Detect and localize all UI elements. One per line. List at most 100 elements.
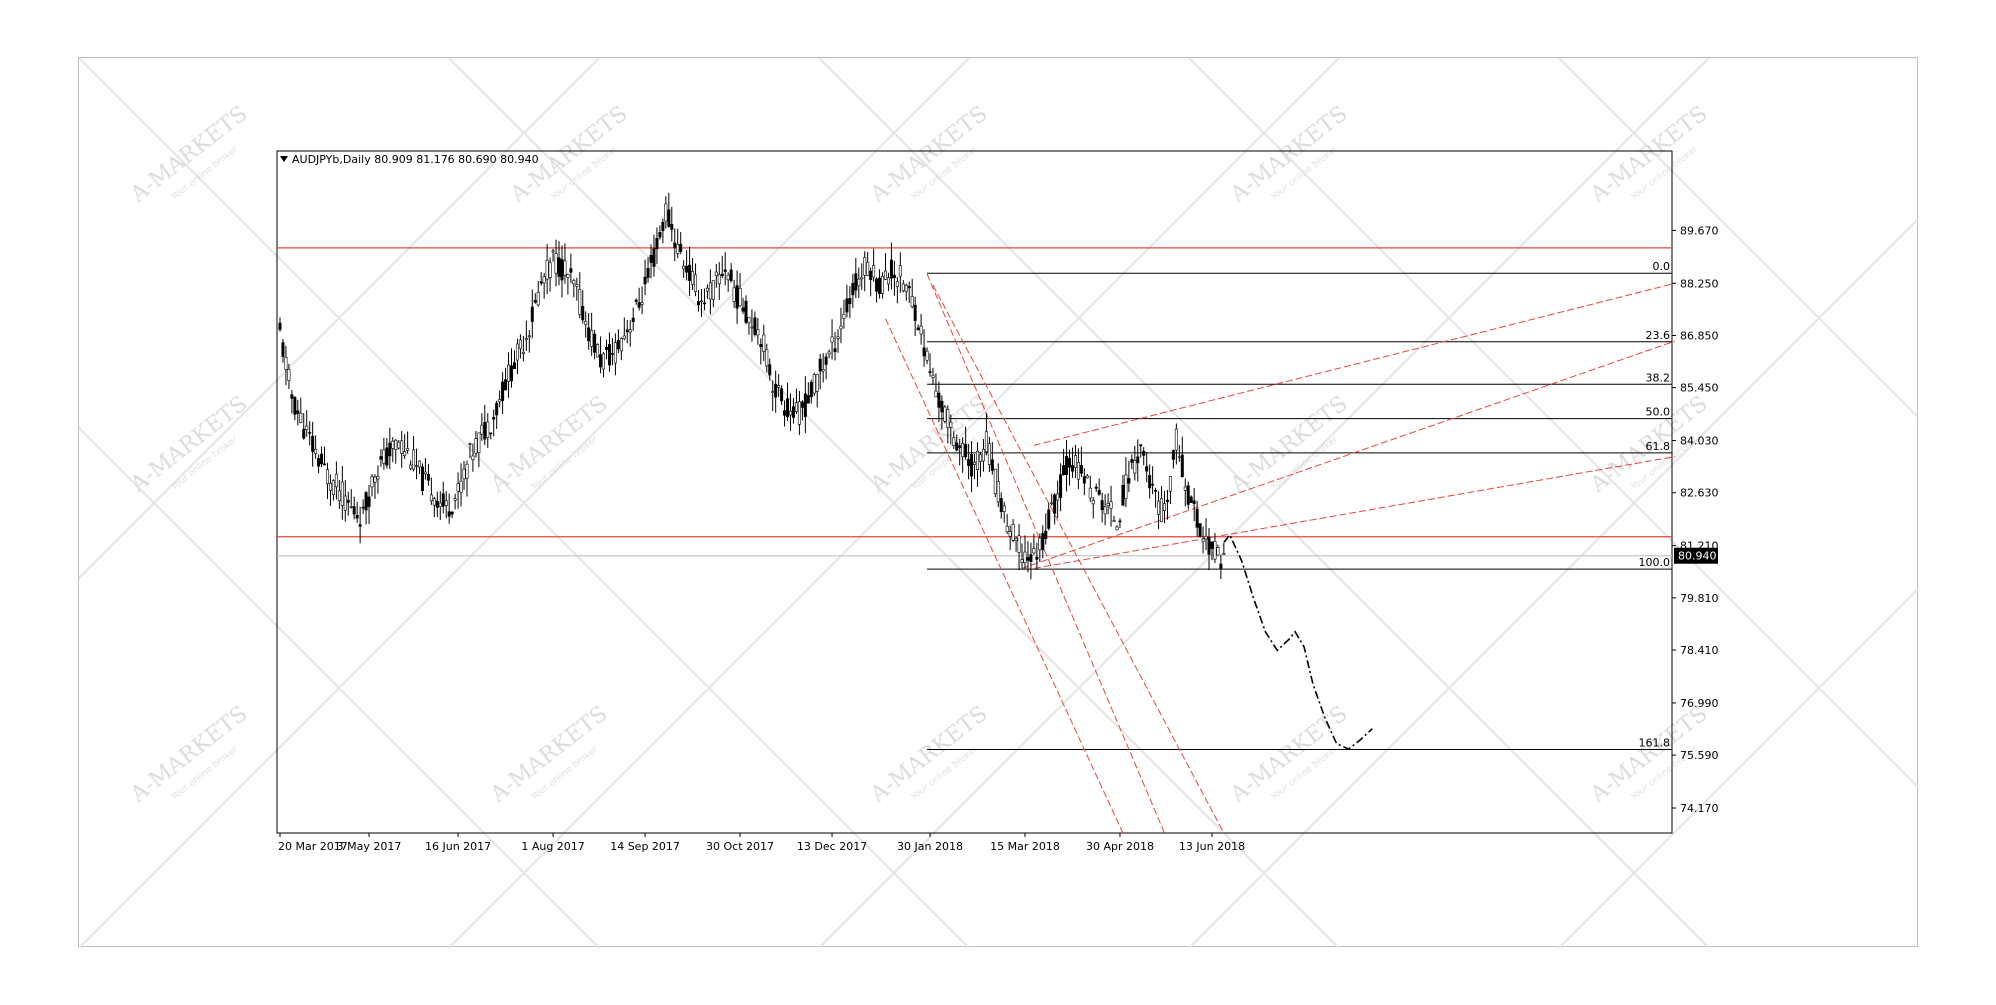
candle-body — [931, 374, 935, 378]
x-tick-label: 1 Aug 2017 — [521, 840, 584, 853]
candle-body — [625, 329, 629, 333]
candle-body — [729, 269, 733, 282]
candle-body — [604, 346, 608, 350]
candle-body — [827, 351, 831, 355]
candle-body — [916, 327, 920, 331]
y-tick-label: 75.590 — [1680, 749, 1719, 762]
candle-body — [391, 440, 395, 449]
candle-body — [753, 317, 757, 335]
candle-body — [533, 299, 537, 303]
y-tick-label: 84.030 — [1680, 435, 1719, 448]
candle-body — [655, 238, 659, 250]
candle-body — [928, 371, 932, 373]
candle-body — [866, 261, 870, 276]
candle-body — [1121, 484, 1125, 506]
candle-body — [628, 329, 632, 333]
candle-body — [987, 443, 991, 465]
candle-body — [486, 421, 490, 438]
candle-body — [1097, 489, 1101, 495]
y-tick-label: 86.850 — [1680, 329, 1719, 342]
candle-body — [946, 409, 950, 428]
candle-body — [658, 232, 662, 238]
candle-body — [1148, 475, 1152, 489]
candle-body — [1002, 505, 1006, 512]
candle-body — [649, 254, 653, 263]
candle-body — [1085, 475, 1089, 479]
candle-body — [489, 432, 493, 435]
candle-body — [670, 224, 674, 230]
candle-body — [465, 463, 469, 479]
candle-body — [1065, 456, 1069, 476]
candle-body — [806, 395, 810, 404]
candle-body — [373, 476, 377, 483]
candle-body — [1050, 502, 1054, 505]
candle-body — [934, 390, 938, 398]
candle-body — [777, 385, 781, 388]
current-price-badge — [1674, 547, 1718, 564]
candle-body — [334, 473, 338, 488]
candle-body — [1174, 428, 1178, 451]
candle-body — [637, 302, 641, 308]
candle-body — [397, 441, 401, 449]
candle-body — [845, 298, 849, 313]
candle-body — [1044, 530, 1048, 539]
candle-body — [1213, 541, 1217, 560]
candle-body — [1032, 548, 1036, 554]
candle-body — [343, 495, 347, 511]
candle-body — [732, 287, 736, 302]
candle-body — [1195, 508, 1199, 528]
candle-body — [791, 406, 795, 418]
candle-body — [560, 259, 564, 281]
fib-level-label: 0.0 — [1653, 260, 1671, 273]
chart-title: AUDJPYb,Daily 80.909 81.176 80.690 80.94… — [292, 153, 539, 166]
candle-body — [1070, 465, 1074, 472]
candle-body — [1154, 490, 1158, 492]
y-tick-label: 76.990 — [1680, 697, 1719, 710]
candle-body — [323, 463, 327, 466]
candle-body — [388, 442, 392, 457]
channel-line — [932, 284, 1225, 834]
candle-body — [922, 347, 926, 357]
candle-body — [708, 282, 712, 300]
candle-body — [367, 496, 371, 507]
watermark-diagonal — [1188, 216, 1919, 948]
channel-line — [1033, 282, 1676, 446]
candle-body — [278, 322, 282, 331]
x-tick-label: 30 Apr 2018 — [1086, 840, 1154, 853]
candle-body — [349, 506, 353, 508]
candle-body — [1139, 444, 1143, 447]
candle-body — [1124, 474, 1128, 500]
candle-body — [1115, 526, 1119, 531]
candle-body — [1020, 559, 1024, 563]
candle-body — [444, 500, 448, 506]
x-tick-label: 3 May 2017 — [337, 840, 402, 853]
candle-body — [1100, 500, 1104, 511]
candle-body — [483, 421, 487, 440]
candle-body — [1088, 487, 1092, 499]
candle-body — [382, 449, 386, 464]
y-tick-label: 74.170 — [1680, 802, 1719, 815]
candle-body — [901, 283, 905, 291]
candle-body — [702, 302, 706, 305]
candle-body — [1118, 520, 1122, 523]
candle-body — [978, 454, 982, 462]
candle-body — [975, 450, 979, 470]
candle-body — [741, 307, 745, 312]
candle-body — [809, 382, 813, 398]
candle-body — [593, 333, 597, 353]
candle-body — [694, 274, 698, 292]
candle-body — [685, 265, 689, 273]
dropdown-triangle-icon[interactable] — [280, 156, 288, 162]
candle-body — [839, 325, 843, 330]
candle-body — [453, 498, 457, 501]
candle-body — [1180, 454, 1184, 477]
candle-body — [507, 364, 511, 382]
channel-lines — [885, 273, 1676, 834]
candle-body — [898, 265, 902, 277]
candle-body — [1168, 476, 1172, 492]
candle-body — [510, 365, 514, 382]
candle-body — [423, 471, 427, 475]
candle-body — [293, 396, 297, 415]
candle-body — [984, 431, 988, 453]
